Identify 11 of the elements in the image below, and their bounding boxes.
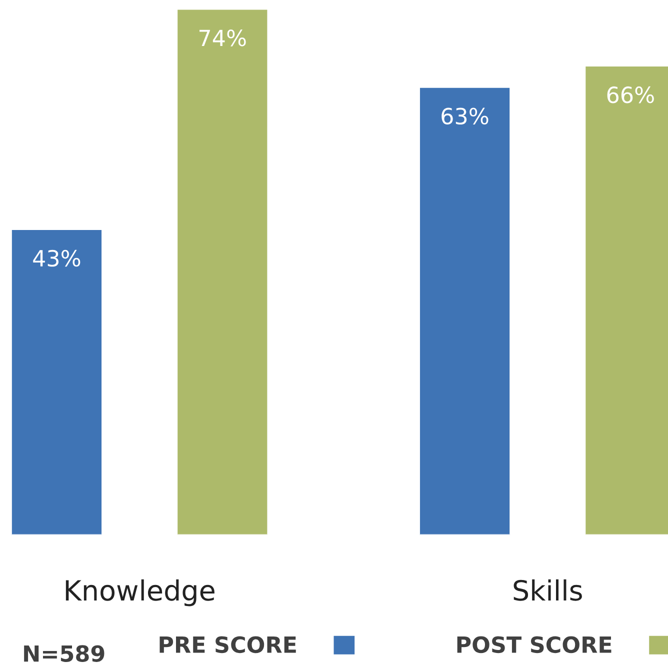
data-label: 43%: [33, 250, 80, 267]
legend-label: PRE SCORE: [160, 636, 296, 654]
bar: [418, 86, 511, 535]
data-label: 63%: [442, 108, 488, 125]
x-tick-label: Knowledge: [66, 579, 214, 606]
text: N=589: [24, 645, 104, 662]
data-label: 66%: [607, 86, 654, 104]
x-tick-label: Skills: [514, 579, 582, 601]
legend-label: POST SCORE: [457, 636, 612, 654]
bar: [10, 228, 103, 535]
data-label: 74%: [200, 30, 246, 46]
